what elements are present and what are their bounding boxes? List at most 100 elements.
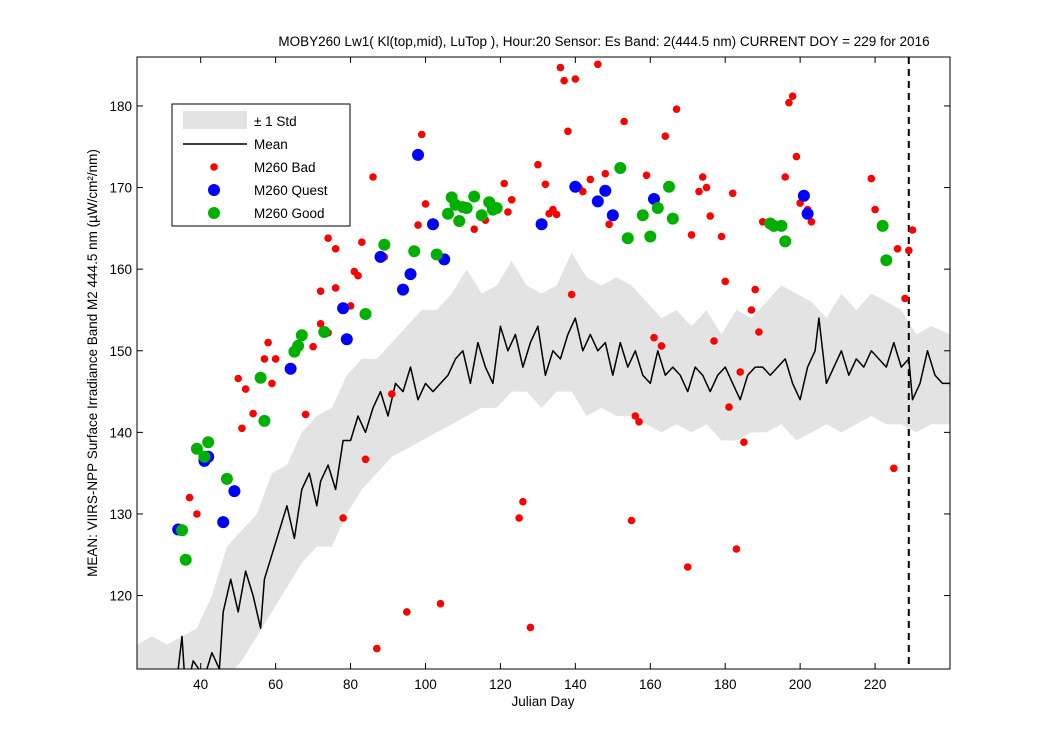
x-tick-label: 60: [268, 677, 283, 692]
bad-point: [751, 285, 759, 294]
bad-point: [586, 175, 595, 184]
quest-point: [569, 180, 582, 193]
quest-point: [412, 148, 424, 161]
bad-point: [717, 232, 726, 241]
bad-point: [436, 599, 445, 608]
good-point: [258, 414, 271, 427]
good-point: [453, 215, 466, 227]
good-point: [408, 245, 421, 258]
bad-point: [185, 493, 194, 502]
bad-points: [185, 60, 917, 653]
bad-point: [627, 516, 636, 525]
bad-point: [541, 180, 550, 189]
good-point: [295, 329, 308, 342]
bad-point: [358, 238, 366, 246]
good-point: [198, 450, 211, 463]
bad-point: [683, 563, 692, 571]
bad-point: [331, 245, 340, 253]
legend-quest-marker: [208, 184, 220, 196]
bad-point: [635, 418, 643, 426]
bad-point: [785, 98, 793, 107]
bad-point: [725, 403, 733, 411]
bad-point: [601, 169, 610, 178]
bad-point: [500, 179, 509, 188]
quest-point: [535, 218, 548, 231]
good-point: [292, 339, 305, 352]
x-axis: 40 60 80 100 120 140 160 180 200 220: [193, 57, 886, 692]
good-point: [663, 180, 675, 193]
bad-point: [316, 320, 325, 328]
mean-line: [177, 317, 950, 669]
y-axis: 120 130 140 150 160 170 180: [109, 99, 950, 604]
x-tick-label: 80: [343, 677, 358, 692]
bad-point: [747, 306, 756, 314]
good-point: [475, 209, 488, 222]
quest-point: [397, 283, 409, 296]
good-point: [179, 553, 192, 566]
good-point: [202, 436, 215, 449]
quest-point: [337, 302, 350, 315]
good-point: [490, 202, 503, 214]
y-axis-label: MEAN: VIIRS-NPP Surface Irradiance Band …: [85, 149, 100, 577]
bad-point: [417, 130, 426, 139]
y-tick-label: 120: [109, 589, 132, 604]
x-axis-label: Julian Day: [511, 694, 574, 709]
bad-point: [661, 132, 670, 140]
bad-point: [867, 174, 876, 183]
std-band: [137, 252, 950, 669]
good-point: [359, 308, 372, 320]
bad-point: [687, 231, 696, 239]
good-point: [666, 212, 679, 225]
bad-point: [331, 284, 340, 292]
bad-point: [388, 390, 396, 398]
legend: ± 1 Std Mean M260 Bad M260 Quest M260 Go…: [171, 103, 351, 227]
x-tick-label: 180: [714, 677, 737, 692]
quest-point: [374, 250, 387, 263]
legend-good-marker: [208, 207, 220, 219]
good-point: [636, 209, 649, 222]
y-tick-label: 150: [109, 344, 132, 359]
bad-point: [571, 75, 580, 83]
quest-point: [228, 485, 241, 498]
y-tick-label: 180: [109, 99, 132, 114]
bad-point: [369, 173, 377, 181]
bad-point: [241, 385, 250, 393]
quest-point: [284, 362, 297, 375]
bad-point: [620, 117, 628, 126]
bad-point: [403, 608, 411, 616]
bad-point: [631, 412, 640, 420]
bad-point: [301, 410, 310, 419]
bad-point: [698, 173, 707, 181]
bad-point: [519, 497, 527, 506]
quest-point: [801, 207, 814, 220]
bad-point: [901, 294, 909, 303]
bad-point: [526, 623, 535, 632]
good-point: [190, 442, 203, 455]
y-tick-label: 170: [109, 181, 132, 196]
plot-area: [136, 56, 951, 670]
bad-point: [564, 127, 572, 136]
bad-point: [552, 210, 561, 219]
x-tick-label: 100: [414, 677, 437, 692]
good-point: [876, 219, 889, 232]
bad-point: [316, 287, 325, 296]
bad-point: [740, 438, 748, 447]
bad-point: [309, 342, 317, 351]
x-tick-label: 120: [489, 677, 512, 692]
quest-point: [340, 333, 353, 346]
x-tick-label: 220: [864, 677, 887, 692]
bad-point: [507, 196, 516, 204]
bad-point: [728, 189, 737, 198]
bad-point: [594, 60, 602, 69]
good-point: [880, 254, 893, 267]
y-tick-label: 130: [109, 507, 132, 522]
bad-point: [567, 290, 576, 299]
bad-point: [504, 208, 512, 216]
quest-point: [404, 268, 417, 281]
good-point: [644, 230, 657, 243]
good-point: [614, 162, 627, 174]
bad-point: [792, 152, 801, 161]
bad-point: [605, 220, 613, 229]
legend-good-label: M260 Good: [254, 206, 325, 221]
quest-point: [797, 189, 810, 202]
